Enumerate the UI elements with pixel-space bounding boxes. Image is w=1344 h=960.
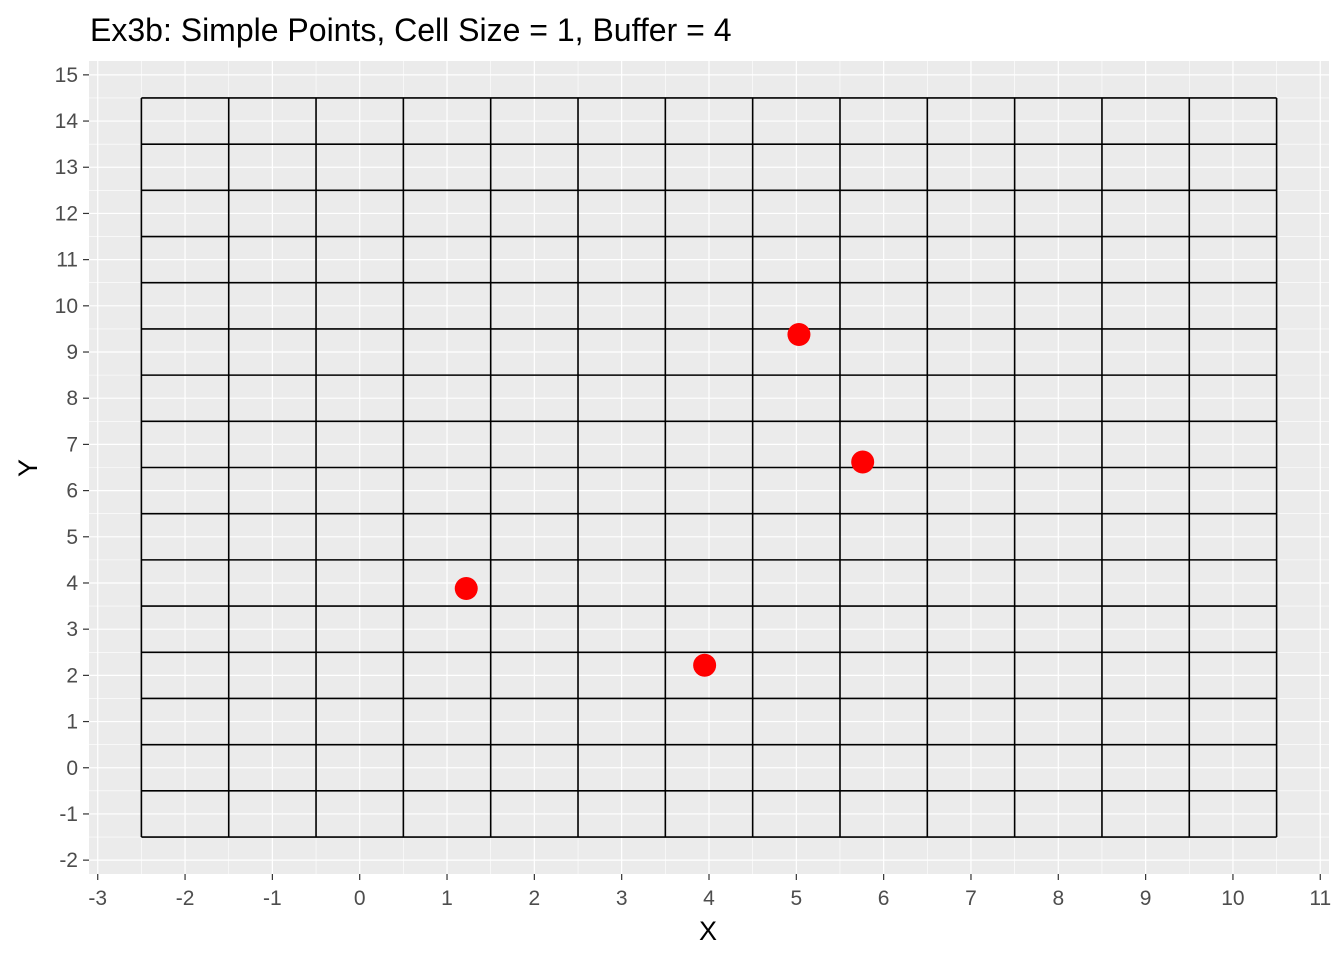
data-point xyxy=(787,322,811,346)
data-point xyxy=(454,577,478,601)
x-tick-label: 3 xyxy=(616,887,628,910)
x-tick-label: 9 xyxy=(1140,887,1152,910)
y-tick-label: 1 xyxy=(66,711,78,734)
x-tick-label: 6 xyxy=(878,887,890,910)
y-tick-label: 0 xyxy=(66,757,78,780)
x-tick-label: 8 xyxy=(1052,887,1064,910)
major-gridlines xyxy=(89,61,1329,874)
x-tick-label: -3 xyxy=(88,887,107,910)
x-tick-label: 1 xyxy=(441,887,453,910)
y-tick-label: 7 xyxy=(66,433,78,456)
data-point xyxy=(851,450,875,474)
y-tick-label: 8 xyxy=(66,387,78,410)
x-tick-label: -2 xyxy=(176,887,195,910)
x-tick-label: 2 xyxy=(529,887,541,910)
cell-grid-overlay xyxy=(140,97,1278,838)
data-points xyxy=(454,322,875,677)
x-tick-label: 10 xyxy=(1221,887,1244,910)
y-tick-label: -1 xyxy=(59,803,78,826)
y-tick-label: 9 xyxy=(66,341,78,364)
y-tick-label: 12 xyxy=(55,202,78,225)
y-tick-label: 11 xyxy=(56,249,78,272)
y-tick-label: 2 xyxy=(66,664,78,687)
y-tick-label: 14 xyxy=(55,110,79,133)
x-tick-label: 7 xyxy=(965,887,977,910)
x-axis: -3 -2 -1 0 1 2 3 4 5 6 7 8 9 10 11 xyxy=(88,874,1331,910)
y-tick-label: 6 xyxy=(66,480,78,503)
y-tick-label: 5 xyxy=(66,526,78,549)
x-tick-label: -1 xyxy=(263,887,282,910)
x-tick-label: 0 xyxy=(354,887,366,910)
x-tick-label: 5 xyxy=(790,887,802,910)
y-axis-title: Y xyxy=(13,459,43,477)
y-tick-label: 10 xyxy=(55,295,78,318)
y-tick-label: 3 xyxy=(66,618,78,641)
x-tick-label: 4 xyxy=(703,887,715,910)
y-tick-label: 4 xyxy=(66,572,78,595)
y-tick-label: 13 xyxy=(55,156,78,179)
x-axis-title: X xyxy=(699,916,717,946)
y-tick-label: -2 xyxy=(59,849,78,872)
x-tick-label: 11 xyxy=(1309,887,1331,910)
chart-title: Ex3b: Simple Points, Cell Size = 1, Buff… xyxy=(90,12,732,48)
y-tick-label: 15 xyxy=(55,64,78,87)
data-point xyxy=(693,653,717,677)
